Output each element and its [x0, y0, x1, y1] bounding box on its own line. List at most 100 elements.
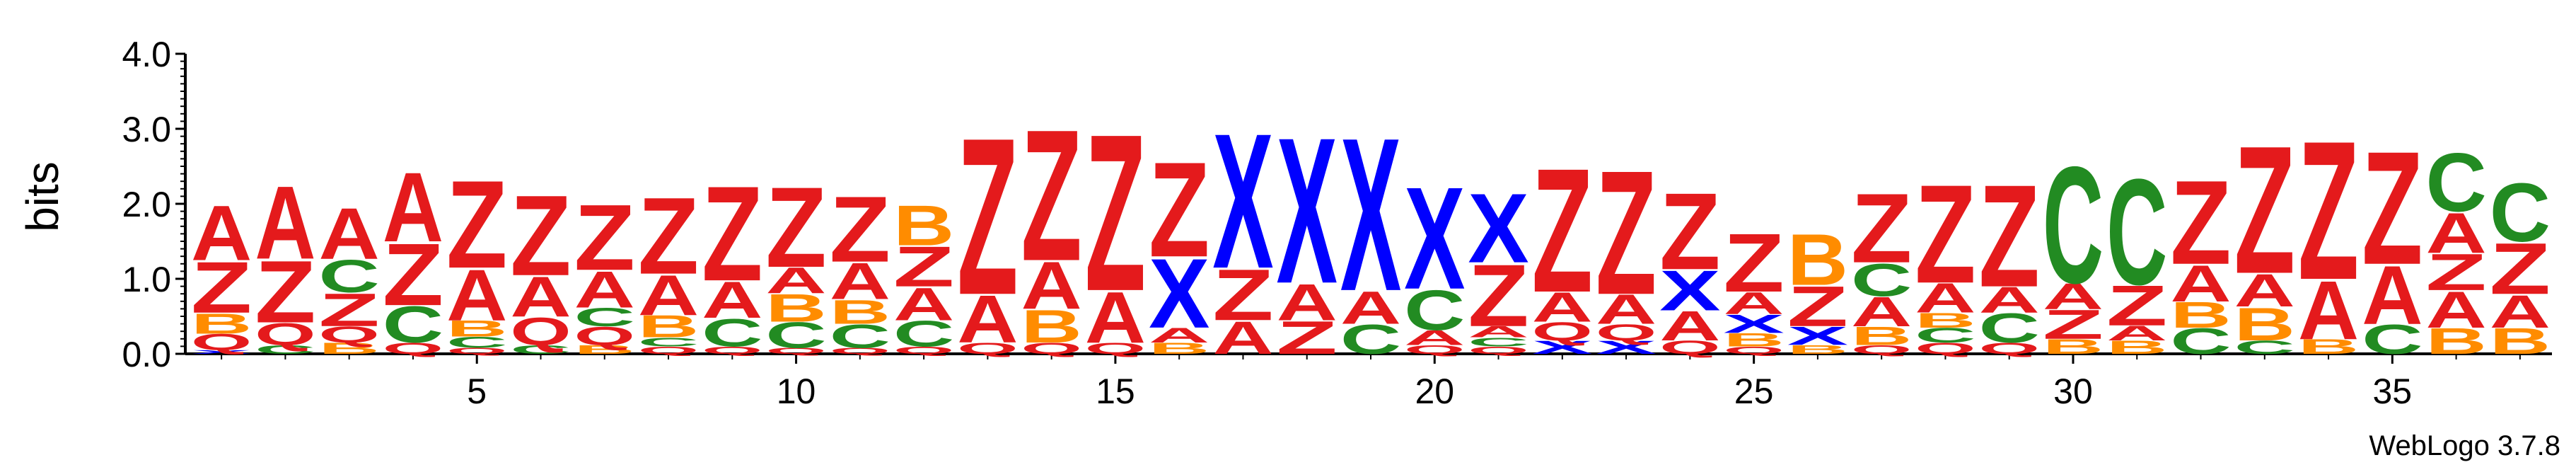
- logo-letter-A: A: [1659, 303, 1720, 350]
- logo-letter-A: A: [255, 166, 315, 282]
- logo-letter-Z: Z: [2362, 118, 2423, 299]
- logo-letter-A: A: [957, 281, 1018, 357]
- logo-letter-Z: Z: [1532, 132, 1593, 330]
- logo-letter-B: B: [191, 307, 252, 340]
- logo-letter-A: A: [2298, 265, 2359, 357]
- logo-letter-A: A: [1340, 282, 1401, 334]
- logo-letter-Q: Q: [383, 340, 443, 357]
- logo-letter-C: C: [255, 343, 315, 357]
- logo-letter-X: X: [1340, 93, 1401, 338]
- logo-letter-A: A: [1851, 289, 1912, 335]
- logo-letter-X: X: [1659, 258, 1720, 323]
- logo-letter-A: A: [2106, 322, 2167, 345]
- logo-letter-C: C: [446, 334, 507, 352]
- logo-column-34: BAZ: [2298, 99, 2359, 358]
- logo-letter-X: X: [1212, 94, 1273, 309]
- logo-letter-C: C: [319, 251, 380, 302]
- logo-letter-Q: Q: [446, 346, 507, 355]
- logo-column-18: ZAX: [1277, 95, 1338, 364]
- logo-letter-Z: Z: [1723, 216, 1784, 309]
- x-tick-label: 30: [2053, 372, 2093, 411]
- logo-letter-A: A: [2425, 201, 2486, 265]
- logo-letter-Z: Z: [2170, 156, 2231, 290]
- logo-letter-B: B: [2106, 337, 2167, 357]
- letter-stacks: XQBZACQZABQZCAQCZAQCBAZCQAZBQCAZQCBAZQCA…: [191, 87, 2551, 364]
- logo-letter-C: C: [2170, 321, 2231, 362]
- logo-letter-C: C: [2106, 147, 2167, 316]
- logo-letter-A: A: [893, 278, 954, 330]
- logo-letter-C: C: [1340, 316, 1401, 363]
- logo-letter-A: A: [2234, 265, 2295, 316]
- logo-letter-B: B: [2490, 321, 2551, 362]
- y-tick-label: 3.0: [122, 110, 171, 149]
- logo-letter-Q: Q: [574, 321, 635, 350]
- logo-letter-Z: Z: [2043, 301, 2104, 347]
- logo-letter-A: A: [1021, 248, 1082, 323]
- logo-letter-A: A: [1723, 286, 1784, 321]
- logo-letter-C: C: [574, 302, 635, 331]
- y-tick-label: 4.0: [122, 35, 171, 74]
- logo-letter-Z: Z: [765, 163, 826, 292]
- logo-letter-Z: Z: [1915, 155, 1975, 313]
- logo-letter-A: A: [510, 265, 571, 328]
- logo-letter-X: X: [191, 349, 252, 355]
- logo-letter-X: X: [1468, 173, 1528, 284]
- logo-letter-A: A: [2170, 255, 2231, 313]
- logo-letter-Z: Z: [1149, 134, 1209, 285]
- logo-letter-Q: Q: [1021, 340, 1082, 357]
- logo-letter-A: A: [191, 190, 252, 277]
- y-tick-label: 1.0: [122, 260, 171, 299]
- logo-column-17: AZX: [1212, 94, 1273, 364]
- logo-letter-Z: Z: [893, 235, 954, 299]
- logo-letter-X: X: [1404, 157, 1465, 320]
- logo-letter-A: A: [1085, 277, 1146, 358]
- logo-letter-X: X: [1149, 238, 1209, 349]
- logo-letter-Z: Z: [1468, 246, 1528, 345]
- logo-letter-Z: Z: [2106, 274, 2167, 338]
- logo-letter-Z: Z: [319, 284, 380, 336]
- logo-letter-C: C: [1851, 254, 1912, 306]
- logo-letter-Q: Q: [319, 322, 380, 347]
- logo-letter-X: X: [1723, 309, 1784, 338]
- logo-letter-C: C: [765, 316, 826, 356]
- logo-letter-Z: Z: [1851, 173, 1912, 283]
- logo-letter-Q: Q: [1596, 320, 1657, 345]
- y-tick-label: 2.0: [122, 185, 171, 224]
- logo-letter-C: C: [1979, 305, 2040, 352]
- logo-letter-A: A: [830, 253, 890, 311]
- logo-letter-Z: Z: [638, 175, 699, 297]
- logo-letter-Z: Z: [1277, 312, 1338, 364]
- logo-letter-Q: Q: [830, 346, 890, 355]
- logo-letter-X: X: [1596, 337, 1657, 358]
- logo-letter-Q: Q: [1915, 340, 1975, 357]
- logo-letter-A: A: [1915, 275, 1975, 322]
- x-tick-label: 5: [467, 372, 487, 411]
- logo-letter-B: B: [1021, 301, 1082, 352]
- logo-letter-Z: Z: [255, 243, 315, 342]
- logo-letter-C: C: [830, 318, 890, 355]
- logo-letter-B: B: [765, 286, 826, 330]
- logo-letter-C: C: [2490, 167, 2551, 260]
- weblogo-credit: WebLogo 3.7.8: [2369, 430, 2560, 461]
- logo-letter-Q: Q: [765, 346, 826, 355]
- logo-letter-A: A: [1404, 326, 1465, 350]
- logo-letter-Q: Q: [702, 345, 762, 357]
- x-tick-label: 35: [2373, 372, 2413, 411]
- logo-letter-A: A: [1149, 324, 1209, 347]
